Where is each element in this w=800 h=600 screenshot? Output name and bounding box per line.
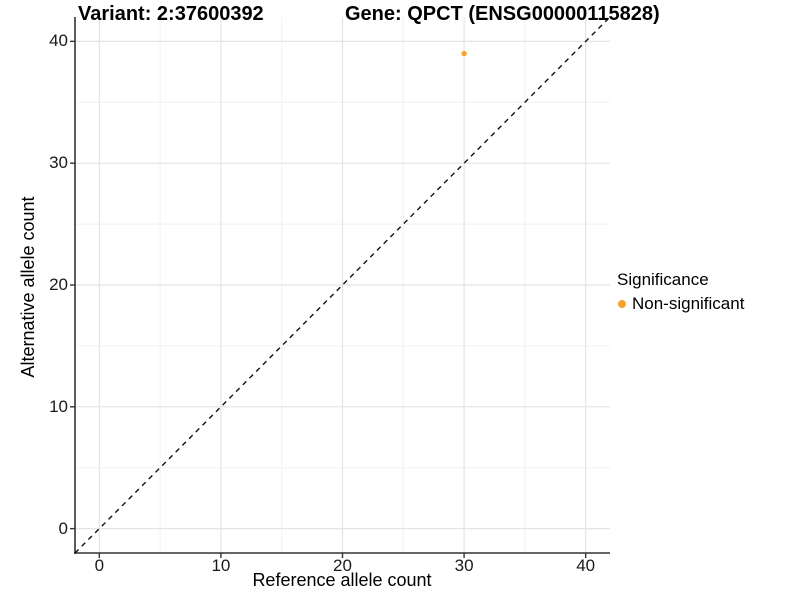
plot-title-gene: Gene: QPCT (ENSG00000115828) bbox=[345, 3, 660, 25]
data-point bbox=[461, 50, 467, 57]
y-tick-label: 40 bbox=[49, 31, 68, 51]
x-tick-label: 10 bbox=[211, 556, 231, 575]
x-tick-label: 20 bbox=[333, 556, 352, 575]
legend-title: Significance bbox=[617, 270, 709, 289]
legend-item-label: Non-significant bbox=[632, 294, 745, 313]
legend-items: Non-significant bbox=[616, 294, 744, 314]
y-tick-label: 0 bbox=[58, 518, 68, 538]
x-tick-label: 30 bbox=[454, 556, 474, 575]
legend-key-dot-icon bbox=[618, 300, 626, 308]
legend: Significance Non-significant bbox=[616, 270, 744, 314]
x-axis-title: Reference allele count bbox=[252, 570, 432, 590]
x-tick-label: 0 bbox=[94, 556, 105, 575]
y-tick-label: 10 bbox=[49, 396, 68, 416]
y-tick-label: 20 bbox=[49, 275, 68, 294]
x-tick-label: 40 bbox=[576, 556, 596, 575]
y-tick-label: 30 bbox=[49, 153, 68, 173]
plot-title-variant: Variant: 2:37600392 bbox=[78, 3, 264, 25]
identity-dashed-line bbox=[74, 16, 611, 554]
legend-item: Non-significant bbox=[616, 294, 744, 314]
